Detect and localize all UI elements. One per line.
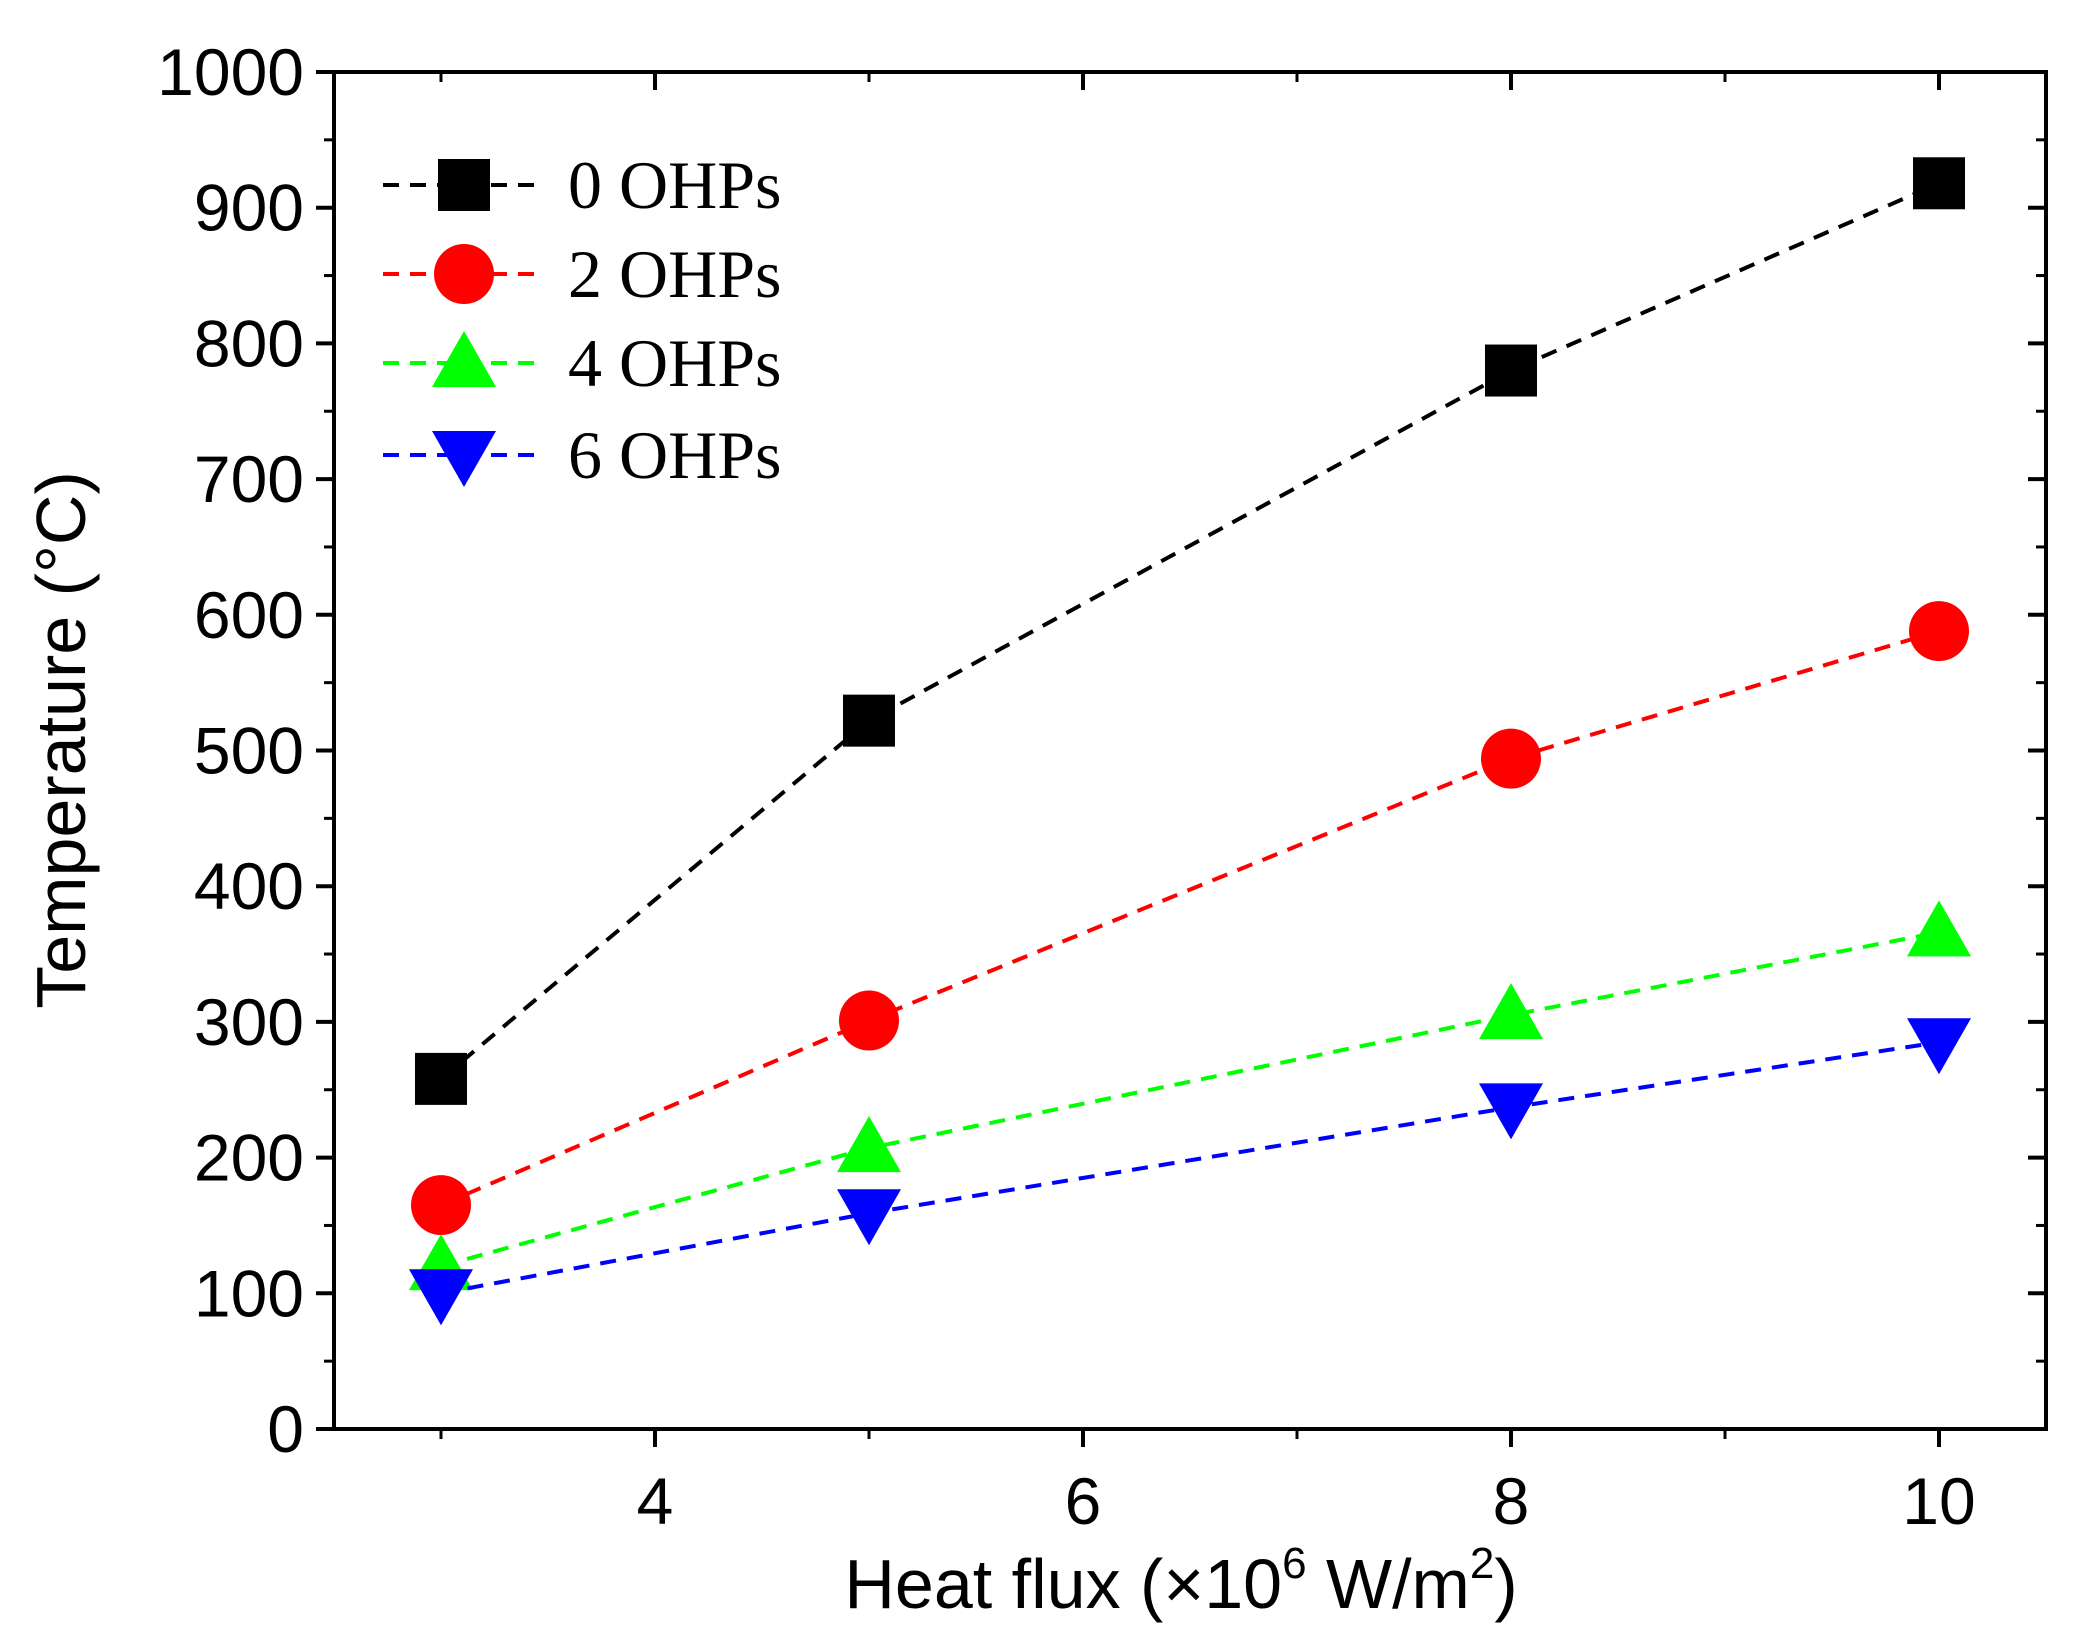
data-point-1-3 — [1909, 601, 1969, 662]
x-axis-title-unit-exponent: 2 — [1470, 1539, 1494, 1588]
data-point-1-2 — [1481, 728, 1541, 789]
x-axis-title-unit: W/m — [1307, 1545, 1470, 1623]
legend-label-2: 4 OHPs — [568, 325, 782, 401]
y-tick-label: 800 — [194, 306, 304, 380]
data-point-0-3 — [1913, 157, 1965, 210]
data-point-2-3 — [1907, 900, 1971, 957]
y-tick-label: 200 — [194, 1121, 304, 1195]
legend-label-1: 2 OHPs — [568, 236, 782, 312]
data-point-0-0 — [415, 1052, 467, 1105]
legend-marker-0 — [438, 159, 490, 211]
legend-marker-1 — [434, 244, 494, 304]
data-point-3-1 — [837, 1189, 901, 1246]
series-line-3 — [440, 1040, 1940, 1296]
series-line-1 — [440, 629, 1940, 1207]
x-axis-title-exponent: 6 — [1282, 1539, 1306, 1588]
x-tick-label: 8 — [1493, 1464, 1530, 1538]
x-tick-label: 10 — [1902, 1464, 1975, 1538]
data-point-2-2 — [1479, 983, 1543, 1040]
data-point-0-2 — [1485, 344, 1537, 397]
series-line-0 — [439, 181, 1940, 1081]
y-tick-label: 100 — [194, 1256, 304, 1330]
y-tick-label: 500 — [194, 714, 304, 788]
y-tick-label: 300 — [194, 985, 304, 1059]
data-point-3-0 — [409, 1269, 473, 1326]
legend-marker-2 — [432, 331, 496, 387]
x-axis-title-close: ) — [1494, 1545, 1517, 1623]
series-line-2 — [440, 930, 1940, 1269]
x-tick-label: 6 — [1065, 1464, 1102, 1538]
x-axis-title: Heat flux (×106 W/m2) — [844, 1539, 1517, 1623]
x-axis-title-main: Heat flux (×10 — [844, 1545, 1282, 1623]
y-tick-label: 1000 — [157, 35, 304, 109]
y-tick-label: 0 — [267, 1392, 304, 1466]
data-point-3-2 — [1479, 1083, 1543, 1140]
y-tick-label: 600 — [194, 578, 304, 652]
y-axis-title: Temperature (°C) — [22, 471, 100, 1009]
y-tick-label: 400 — [194, 849, 304, 923]
data-point-2-1 — [837, 1116, 901, 1173]
data-point-1-0 — [411, 1175, 471, 1236]
data-point-1-1 — [839, 990, 899, 1051]
data-point-0-1 — [843, 694, 895, 747]
legend-label-3: 6 OHPs — [568, 417, 782, 493]
legend-marker-3 — [432, 431, 496, 487]
x-tick-label: 4 — [637, 1464, 674, 1538]
y-tick-label: 700 — [194, 442, 304, 516]
data-point-3-3 — [1907, 1018, 1971, 1075]
y-tick-label: 900 — [194, 171, 304, 245]
legend-label-0: 0 OHPs — [568, 147, 782, 223]
